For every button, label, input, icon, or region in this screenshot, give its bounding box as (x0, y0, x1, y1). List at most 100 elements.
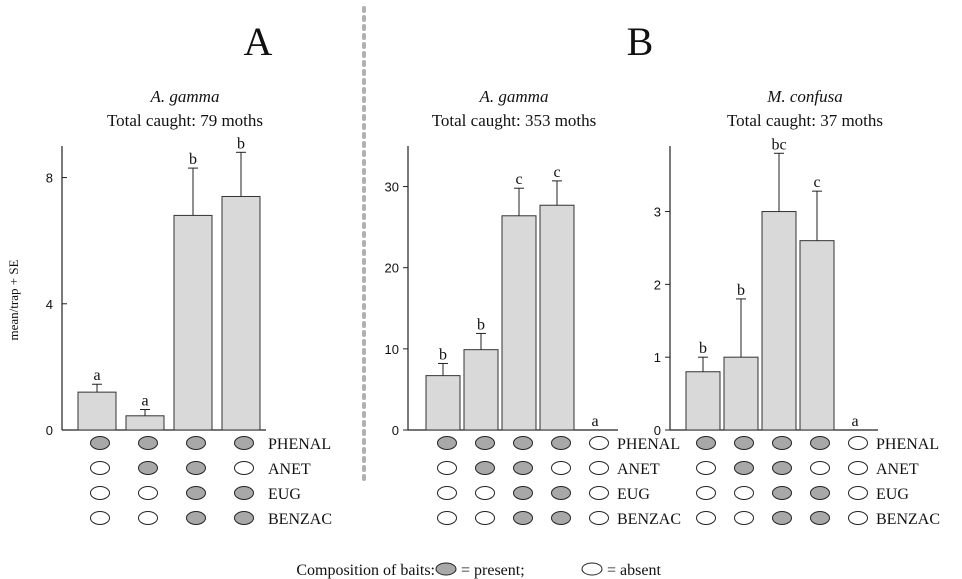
significance-letter: bc (771, 136, 786, 153)
bait-present-oval (513, 486, 533, 500)
bar (221, 195, 261, 431)
significance-letter: a (93, 367, 100, 384)
bait-row-label: PHENAL (617, 436, 680, 453)
bait-absent-oval (848, 511, 868, 525)
y-tick-label: 4 (46, 297, 53, 312)
bait-row-label: ANET (268, 461, 311, 478)
bait-absent-oval (848, 436, 868, 450)
significance-letter: b (439, 346, 447, 363)
bait-absent-oval (90, 486, 110, 500)
bait-present-oval (551, 436, 571, 450)
significance-letter: a (851, 413, 858, 430)
y-tick-label: 20 (385, 261, 399, 276)
bait-legend: Composition of baits: = present; = absen… (296, 562, 661, 579)
bait-present-oval (810, 486, 830, 500)
bait-absent-oval (589, 461, 609, 475)
bait-absent-oval (138, 486, 158, 500)
y-tick-label: 1 (654, 350, 661, 365)
bar (125, 415, 165, 431)
y-tick-label: 0 (392, 423, 399, 438)
bar (539, 204, 575, 431)
bait-present-oval (734, 461, 754, 475)
bait-row-label: EUG (876, 486, 909, 503)
bait-row-label: EUG (617, 486, 650, 503)
y-tick-label: 3 (654, 205, 661, 220)
bait-present-oval (138, 461, 158, 475)
bait-present-oval (186, 436, 206, 450)
bait-present-oval (475, 436, 495, 450)
bait-absent-oval (234, 461, 254, 475)
bait-present-oval (810, 436, 830, 450)
bait-present-oval (513, 436, 533, 450)
bait-present-oval (475, 461, 495, 475)
significance-letter: b (189, 151, 197, 168)
bar (425, 375, 461, 431)
bait-absent-oval (475, 511, 495, 525)
y-tick-label: 0 (46, 423, 53, 438)
bait-present-oval (437, 436, 457, 450)
bait-present-oval (234, 436, 254, 450)
bait-present-oval (696, 436, 716, 450)
significance-letter: b (477, 316, 485, 333)
plots: A. gamma Total caught: 79 moths 0 4 8 a a b b PHE… (46, 87, 940, 528)
panel-total-caught: Total caught: 37 moths (727, 111, 883, 130)
significance-letter: c (553, 164, 560, 181)
bait-absent-oval (696, 461, 716, 475)
bait-row-label: BENZAC (617, 511, 681, 528)
significance-letter: c (515, 171, 522, 188)
y-tick-label: 0 (654, 423, 661, 438)
bait-absent-oval (810, 461, 830, 475)
legend-absent-text: = absent (607, 562, 661, 579)
significance-letter: b (699, 340, 707, 357)
bait-row-label: BENZAC (268, 511, 332, 528)
bait-present-oval (513, 461, 533, 475)
bait-present-oval (772, 436, 792, 450)
bait-present-oval (772, 486, 792, 500)
bait-present-oval (772, 461, 792, 475)
bait-absent-oval (138, 511, 158, 525)
panel-total-caught: Total caught: 353 moths (432, 111, 597, 130)
bait-row-label: ANET (617, 461, 660, 478)
significance-letter: b (737, 282, 745, 299)
bait-absent-oval (734, 511, 754, 525)
bait-present-oval (234, 486, 254, 500)
legend-present-text: = present; (461, 562, 525, 579)
bait-present-oval (551, 486, 571, 500)
chart-panel-3: M. confusa Total caught: 37 moths 0 1 2 3 b b bc… (654, 87, 940, 528)
bait-present-oval (186, 511, 206, 525)
bait-absent-oval (696, 486, 716, 500)
bait-present-oval (513, 511, 533, 525)
bar (723, 356, 759, 431)
legend-present-swatch (435, 562, 457, 576)
bait-absent-oval (589, 486, 609, 500)
bar (173, 214, 213, 431)
bait-absent-oval (437, 486, 457, 500)
bait-absent-oval (848, 461, 868, 475)
bait-absent-oval (90, 511, 110, 525)
bar (761, 211, 797, 431)
bait-absent-oval (589, 511, 609, 525)
bait-absent-oval (437, 461, 457, 475)
y-tick-label: 30 (385, 180, 399, 195)
significance-letter: b (237, 135, 245, 152)
bait-row-label: ANET (876, 461, 919, 478)
bait-present-oval (551, 511, 571, 525)
bait-present-oval (90, 436, 110, 450)
significance-letter: a (591, 413, 598, 430)
panel-species-title: A. gamma (150, 87, 220, 106)
bar (799, 240, 835, 431)
y-axis-label: mean/trap + SE (6, 259, 21, 340)
bait-absent-oval (90, 461, 110, 475)
bait-row-label: BENZAC (876, 511, 940, 528)
bait-row-label: PHENAL (876, 436, 939, 453)
panel-species-title: A. gamma (479, 87, 549, 106)
panel-letter-a: A (244, 19, 273, 64)
bait-present-oval (186, 461, 206, 475)
bait-present-oval (138, 436, 158, 450)
bar (685, 371, 721, 431)
significance-letter: c (813, 174, 820, 191)
bait-present-oval (234, 511, 254, 525)
bait-present-oval (772, 511, 792, 525)
bait-absent-oval (551, 461, 571, 475)
